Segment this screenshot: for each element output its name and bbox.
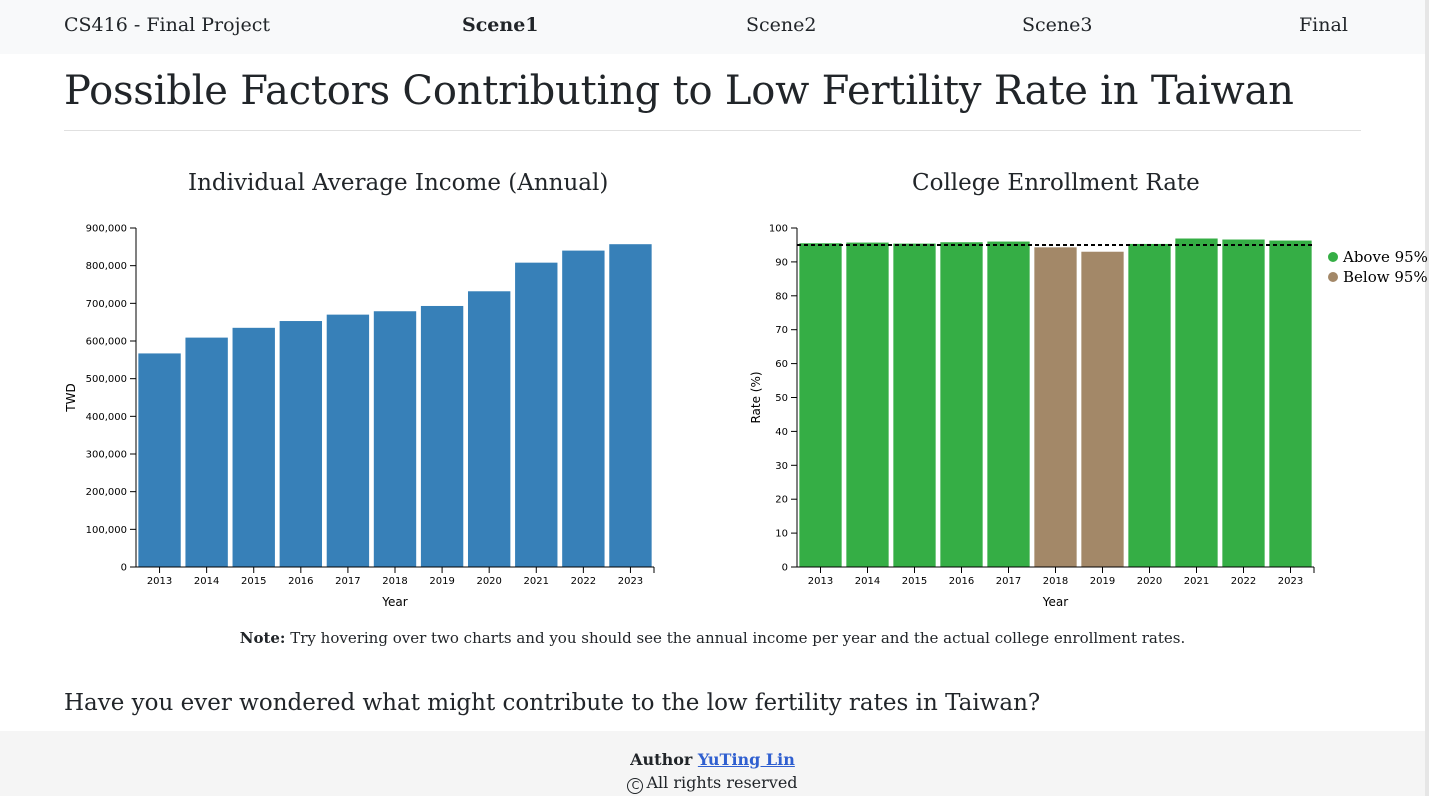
hover-note: Note: Try hovering over two charts and y… [0, 629, 1425, 647]
x-tick-label: 2020 [476, 576, 501, 587]
y-tick-label: 0 [121, 563, 127, 574]
y-tick-label: 500,000 [86, 374, 127, 385]
y-tick-label: 80 [775, 291, 788, 302]
author-link[interactable]: YuTing Lin [697, 750, 795, 769]
bar-2020[interactable] [467, 291, 511, 567]
nav-brand[interactable]: CS416 - Final Project [64, 14, 270, 36]
y-tick-label: 50 [775, 393, 788, 404]
y-axis-label: Rate (%) [749, 371, 763, 423]
bar-2020[interactable] [1128, 243, 1171, 568]
x-tick-label: 2022 [571, 576, 596, 587]
x-tick-label: 2019 [429, 576, 454, 587]
x-tick-label: 2022 [1231, 576, 1256, 587]
y-tick-label: 10 [775, 529, 788, 540]
y-tick-label: 700,000 [86, 299, 127, 310]
bar-2023[interactable] [609, 244, 652, 568]
legend-swatch-0 [1328, 252, 1338, 262]
y-tick-label: 300,000 [86, 450, 127, 461]
title-divider [64, 130, 1361, 131]
bar-2018[interactable] [373, 311, 417, 567]
enrollment-chart-title: College Enrollment Rate [912, 170, 1200, 196]
bar-2014[interactable] [846, 242, 889, 567]
copyright-icon: C [627, 778, 644, 794]
y-tick-label: 90 [775, 257, 788, 268]
x-tick-label: 2018 [1043, 576, 1068, 587]
enrollment-bar-chart[interactable]: 0 10 20 30 40 50 60 70 80 90 100 2013 2014 2015 2016 20… [720, 210, 1428, 620]
y-tick-label: 600,000 [86, 337, 127, 348]
x-tick-label: 2013 [808, 576, 833, 587]
x-axis-label: Year [381, 595, 407, 609]
bar-2019[interactable] [1081, 251, 1124, 568]
y-tick-label: 30 [775, 461, 788, 472]
x-tick-label: 2019 [1090, 576, 1115, 587]
y-tick-label: 60 [775, 359, 788, 370]
x-tick-label: 2013 [147, 576, 172, 587]
y-tick-label: 20 [775, 495, 788, 506]
bar-2017[interactable] [326, 314, 370, 567]
bar-2021[interactable] [515, 262, 558, 567]
y-tick-label: 900,000 [86, 224, 127, 235]
x-tick-label: 2015 [241, 576, 266, 587]
bar-2022[interactable] [1222, 239, 1265, 567]
x-tick-label: 2021 [524, 576, 549, 587]
x-tick-label: 2021 [1184, 576, 1209, 587]
x-tick-label: 2017 [335, 576, 360, 587]
y-tick-label: 0 [782, 563, 788, 574]
intro-question: Have you ever wondered what might contri… [64, 690, 1041, 716]
footer-rights: C All rights reserved [0, 773, 1425, 794]
y-tick-label: 40 [775, 427, 788, 438]
page-footer: Author YuTing Lin C All rights reserved [0, 731, 1425, 796]
y-tick-label: 200,000 [86, 487, 127, 498]
income-bar-chart[interactable]: 0 100,000 200,000 300,000 400,000 500,000 600,… [0, 210, 720, 620]
x-tick-label: 2023 [618, 576, 643, 587]
nav-link-scene1[interactable]: Scene1 [462, 14, 539, 36]
note-label: Note: [239, 629, 286, 647]
page-title: Possible Factors Contributing to Low Fer… [64, 68, 1294, 114]
bar-2019[interactable] [420, 305, 464, 567]
y-axis-label: TWD [64, 383, 78, 412]
legend-label-0: Above 95% [1342, 248, 1428, 266]
footer-author: Author YuTing Lin [0, 750, 1425, 769]
bar-2021[interactable] [1175, 238, 1218, 567]
bar-2014[interactable] [185, 337, 228, 567]
bar-2018[interactable] [1034, 247, 1077, 567]
y-tick-label: 400,000 [86, 412, 127, 423]
bar-2017[interactable] [987, 241, 1030, 567]
bar-2023[interactable] [1269, 240, 1312, 567]
note-text: Try hovering over two charts and you sho… [285, 629, 1186, 647]
x-tick-label: 2020 [1137, 576, 1162, 587]
x-tick-label: 2014 [855, 576, 880, 587]
x-axis-label: Year [1042, 595, 1068, 609]
income-chart-title: Individual Average Income (Annual) [188, 170, 609, 196]
bar-2013[interactable] [138, 353, 181, 567]
bar-2015[interactable] [232, 327, 275, 567]
nav-link-scene3[interactable]: Scene3 [1022, 14, 1093, 36]
bar-2016[interactable] [940, 242, 983, 567]
author-label: Author [630, 750, 693, 769]
y-tick-label: 100,000 [86, 525, 127, 536]
bar-2022[interactable] [562, 250, 605, 567]
y-tick-label: 100 [769, 224, 788, 235]
x-tick-label: 2015 [902, 576, 927, 587]
bar-2013[interactable] [799, 243, 842, 567]
scrollbar[interactable] [1425, 0, 1429, 796]
bar-2015[interactable] [893, 243, 936, 567]
bar-2016[interactable] [279, 321, 323, 567]
y-tick-label: 800,000 [86, 261, 127, 272]
legend-swatch-1 [1328, 272, 1338, 282]
x-tick-label: 2023 [1278, 576, 1303, 587]
rights-text: All rights reserved [646, 773, 798, 792]
x-tick-label: 2018 [382, 576, 407, 587]
x-tick-label: 2017 [996, 576, 1021, 587]
nav-link-final[interactable]: Final [1299, 14, 1348, 36]
legend-label-1: Below 95% [1343, 268, 1428, 286]
x-tick-label: 2016 [288, 576, 313, 587]
top-navbar: CS416 - Final Project Scene1 Scene2 Scen… [0, 0, 1425, 54]
x-tick-label: 2016 [949, 576, 974, 587]
nav-link-scene2[interactable]: Scene2 [746, 14, 817, 36]
y-tick-label: 70 [775, 325, 788, 336]
x-tick-label: 2014 [194, 576, 219, 587]
